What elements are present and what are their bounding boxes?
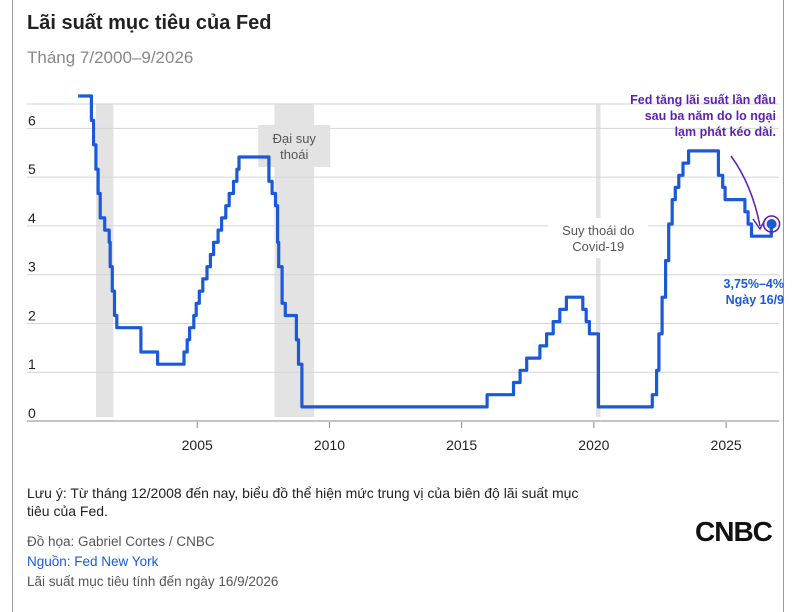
- cnbc-logo: CNBC: [695, 516, 773, 547]
- annotations: Fed tăng lãi suất lần đầu sau ba năm do l…: [630, 93, 784, 307]
- x-tick-label: 2005: [182, 437, 213, 453]
- endpoint-dot: [766, 219, 777, 230]
- y-tick-label: 3: [28, 259, 36, 275]
- page-frame: [12, 0, 784, 612]
- annotation-rate-hike: lạm phát kéo dài.: [675, 125, 776, 139]
- annotation-arrow: [730, 155, 761, 227]
- annotation-rate-hike: sau ba năm do lo ngại: [645, 109, 776, 123]
- recession-label-great: Đại suy: [273, 131, 317, 146]
- y-tick-label: 5: [28, 161, 36, 177]
- graphic-credit: Đồ họa: Gabriel Cortes / CNBC: [27, 534, 215, 549]
- y-axis-ticks: 0 1 2 3 4 5 6: [28, 112, 36, 421]
- chart-subtitle: Tháng 7/2000–9/2026: [27, 48, 194, 67]
- recession-band-0: [95, 104, 114, 417]
- y-tick-label: 1: [28, 356, 36, 372]
- x-tick-label: 2010: [314, 437, 345, 453]
- source-link[interactable]: Nguồn: Fed New York: [27, 554, 159, 569]
- recession-label-covid: Covid-19: [572, 239, 624, 254]
- x-axis-ticks: 2005 2010 2015 2020 2025: [182, 422, 742, 453]
- recession-label-great: thoái: [280, 147, 308, 162]
- x-tick-label: 2015: [446, 437, 477, 453]
- y-tick-label: 4: [28, 210, 36, 226]
- x-tick-label: 2025: [711, 437, 742, 453]
- annotation-current-rate: 3,75%–4%: [724, 277, 784, 291]
- chart-title: Lãi suất mục tiêu của Fed: [27, 12, 272, 34]
- annotation-arrowhead: [752, 217, 767, 231]
- annotation-rate-hike: Fed tăng lãi suất lần đầu: [630, 93, 776, 107]
- recession-label-bg: [548, 218, 649, 258]
- endpoint-ring: [762, 215, 781, 233]
- grid-lines: [27, 103, 779, 422]
- as-of-date: Lãi suất mục tiêu tính đến ngày 16/9/202…: [27, 574, 279, 589]
- y-tick-label: 0: [28, 405, 36, 421]
- x-tick-label: 2020: [578, 437, 609, 453]
- recession-band-2: [596, 104, 601, 417]
- recession-label-covid: Suy thoái do: [562, 223, 634, 238]
- y-tick-label: 2: [28, 307, 36, 323]
- series-line-fed-rate: [78, 94, 773, 409]
- y-tick-label: 6: [28, 112, 36, 128]
- chart-note: Lưu ý: Từ tháng 12/2008 đến nay, biểu đồ…: [27, 485, 579, 519]
- fed-rate-chart: 0 1 2 3 4 5 6 2005 2010 2015 2020 2025 Đại suythoá…: [27, 93, 784, 453]
- annotation-current-rate: Ngày 16/9: [726, 293, 784, 307]
